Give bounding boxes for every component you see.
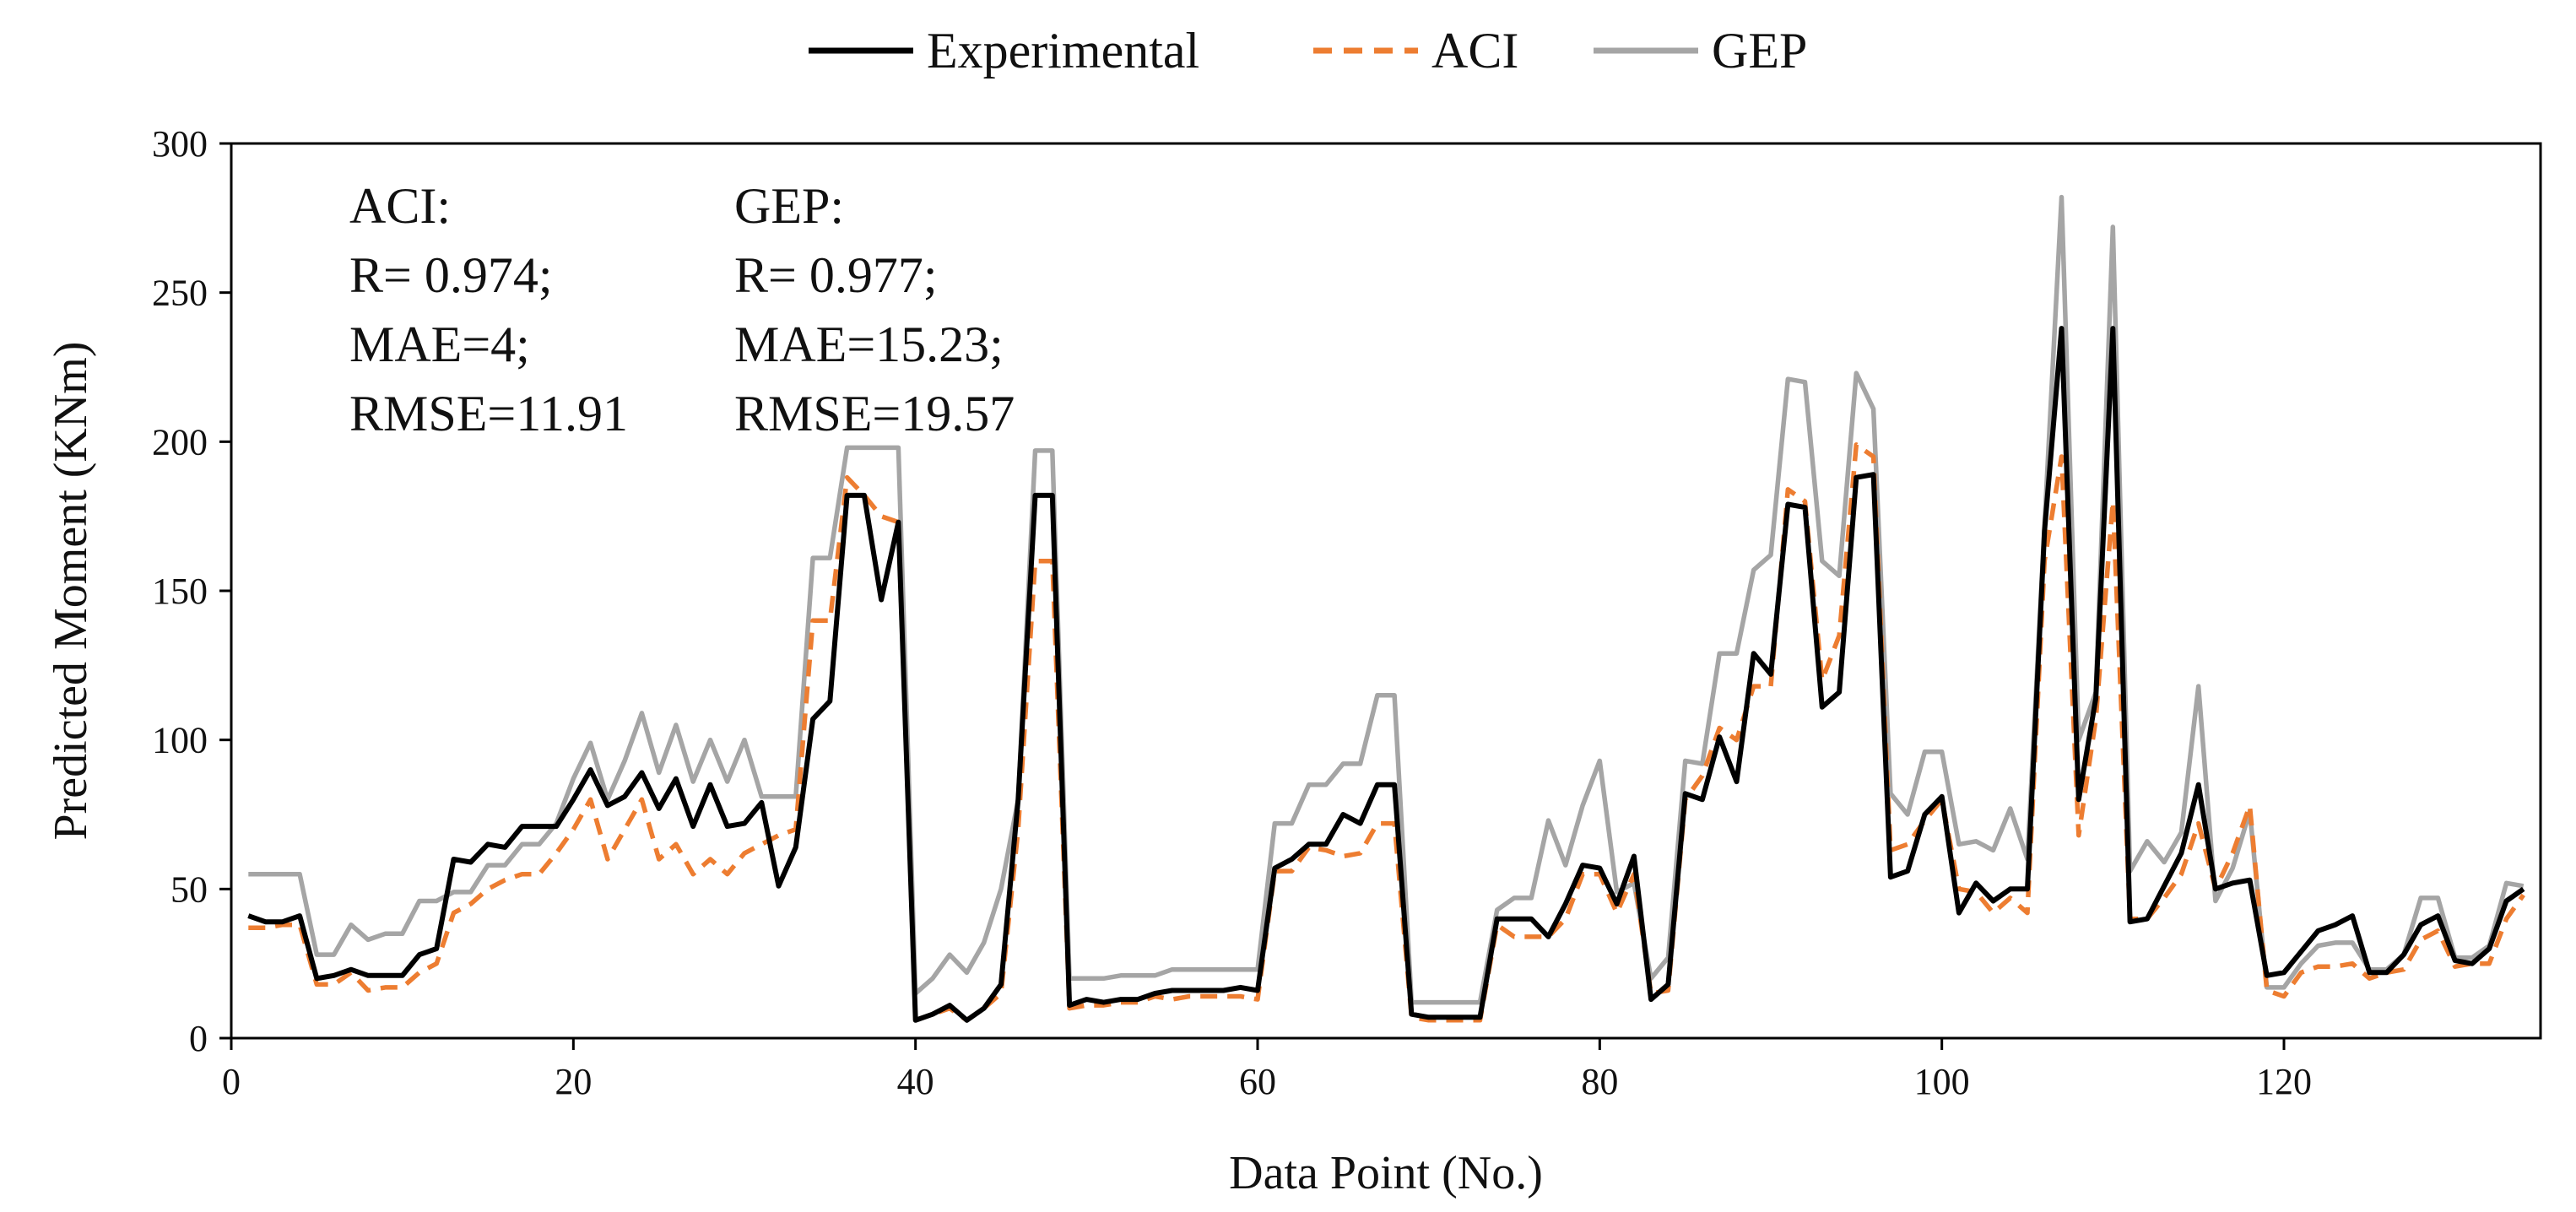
annotation-gep-line: GEP: xyxy=(734,178,844,234)
x-axis: 0 20 40 60 80 100 120 xyxy=(222,1038,2312,1102)
y-tick-label: 250 xyxy=(152,273,208,314)
legend: Experimental ACI GEP xyxy=(809,23,1807,78)
y-axis-title: Predicted Moment (KNm) xyxy=(45,342,97,841)
y-tick-label: 100 xyxy=(152,720,208,761)
y-tick-label: 150 xyxy=(152,571,208,612)
annotation-aci-line: R= 0.974; xyxy=(349,247,553,303)
legend-item-experimental: Experimental xyxy=(809,23,1199,78)
x-tick-label: 40 xyxy=(897,1061,934,1102)
legend-label-experimental: Experimental xyxy=(927,23,1199,78)
series-line-aci xyxy=(248,442,2525,1023)
legend-item-gep: GEP xyxy=(1594,23,1807,78)
series-line-gep xyxy=(248,194,2525,1005)
y-tick-label: 200 xyxy=(152,421,208,463)
annotation-aci-line: MAE=4; xyxy=(349,317,530,372)
x-tick-label: 0 xyxy=(222,1061,241,1102)
legend-label-gep: GEP xyxy=(1712,23,1807,78)
y-tick-label: 300 xyxy=(152,123,208,165)
y-tick-label: 50 xyxy=(170,868,208,910)
annotation-gep: GEP: R= 0.977; MAE=15.23; RMSE=19.57 xyxy=(734,178,1015,441)
x-tick-label: 80 xyxy=(1581,1061,1618,1102)
x-tick-label: 20 xyxy=(555,1061,592,1102)
annotation-gep-line: RMSE=19.57 xyxy=(734,386,1015,441)
annotation-gep-line: R= 0.977; xyxy=(734,247,938,303)
x-tick-label: 100 xyxy=(1914,1061,1970,1102)
series-line-experimental xyxy=(247,326,2525,1023)
series-group xyxy=(247,194,2525,1023)
x-tick-label: 120 xyxy=(2256,1061,2312,1102)
legend-item-aci: ACI xyxy=(1313,23,1518,78)
legend-label-aci: ACI xyxy=(1431,23,1518,78)
annotation-aci: ACI: R= 0.974; MAE=4; RMSE=11.91 xyxy=(349,178,628,441)
y-axis: 0 50 100 150 200 250 300 xyxy=(152,123,231,1059)
x-tick-label: 60 xyxy=(1239,1061,1276,1102)
y-tick-label: 0 xyxy=(189,1018,208,1059)
annotation-aci-line: RMSE=11.91 xyxy=(349,386,628,441)
plot-area xyxy=(230,142,2542,1040)
x-axis-title: Data Point (No.) xyxy=(1229,1147,1543,1199)
annotation-gep-line: MAE=15.23; xyxy=(734,317,1004,372)
annotation-aci-line: ACI: xyxy=(349,178,451,234)
